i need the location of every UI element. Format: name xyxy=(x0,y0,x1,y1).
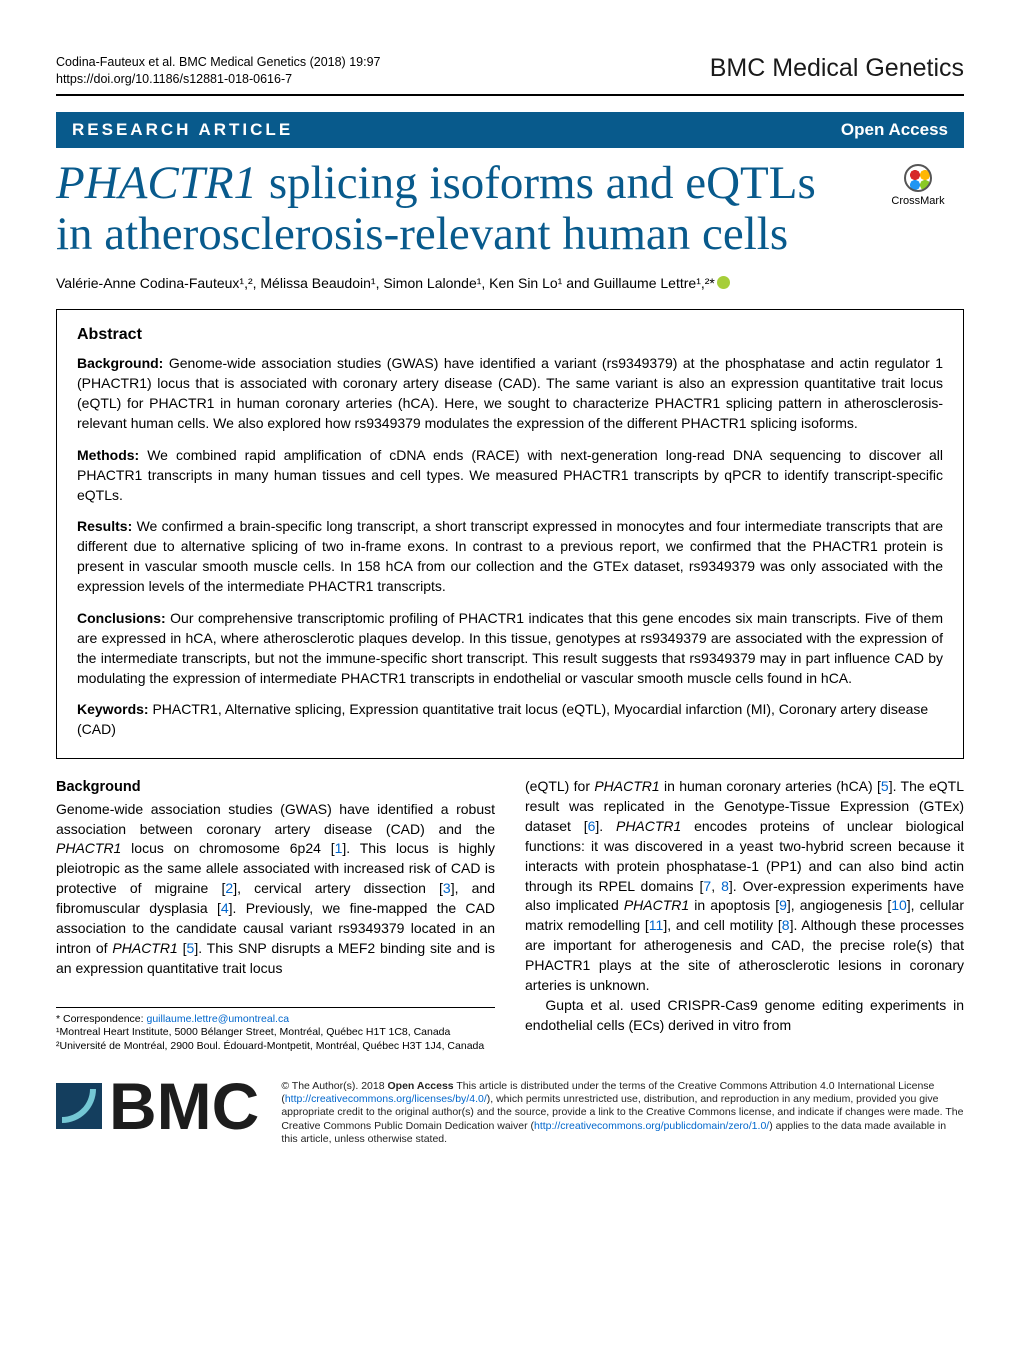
abstract-background-label: Background: xyxy=(77,355,163,371)
abstract-conclusions-label: Conclusions: xyxy=(77,610,166,626)
bmc-logo: BMC xyxy=(56,1080,259,1133)
crossmark-label: CrossMark xyxy=(891,195,944,207)
abstract-conclusions-text: Our comprehensive transcriptomic profili… xyxy=(77,610,943,686)
open-access-label: Open Access xyxy=(841,120,948,140)
running-head: Codina-Fauteux et al. BMC Medical Geneti… xyxy=(56,54,380,71)
background-heading: Background xyxy=(56,777,495,798)
abstract-conclusions: Conclusions: Our comprehensive transcrip… xyxy=(77,609,943,689)
running-head-block: Codina-Fauteux et al. BMC Medical Geneti… xyxy=(56,54,380,88)
article-type-bar: RESEARCH ARTICLE Open Access xyxy=(56,112,964,148)
doi: https://doi.org/10.1186/s12881-018-0616-… xyxy=(56,71,380,88)
journal-brand: BMC Medical Genetics xyxy=(710,54,964,83)
bmc-logo-text: BMC xyxy=(109,1080,259,1133)
column-right: (eQTL) for PHACTR1 in human coronary art… xyxy=(525,777,964,1053)
abstract-results: Results: We confirmed a brain-specific l… xyxy=(77,517,943,597)
correspondence-email[interactable]: guillaume.lettre@umontreal.ca xyxy=(146,1013,289,1025)
keywords-label: Keywords: xyxy=(77,701,149,717)
title-italic-part: PHACTR1 xyxy=(56,157,257,209)
affiliation-1: ¹Montreal Heart Institute, 5000 Bélanger… xyxy=(56,1026,450,1038)
crossmark-badge[interactable]: CrossMark xyxy=(872,164,964,207)
column-left: Background Genome-wide association studi… xyxy=(56,777,495,1053)
abstract-methods-text: We combined rapid amplification of cDNA … xyxy=(77,447,943,503)
header-meta: Codina-Fauteux et al. BMC Medical Geneti… xyxy=(56,54,964,88)
article-type-label: RESEARCH ARTICLE xyxy=(72,120,293,140)
authors-text: Valérie-Anne Codina-Fauteux¹,², Mélissa … xyxy=(56,275,715,291)
abstract-results-label: Results: xyxy=(77,518,132,534)
abstract-methods: Methods: We combined rapid amplification… xyxy=(77,446,943,506)
footer-block: BMC © The Author(s). 2018 Open Access Th… xyxy=(56,1080,964,1147)
abstract-results-text: We confirmed a brain-specific long trans… xyxy=(77,518,943,594)
abstract-keywords: Keywords: PHACTR1, Alternative splicing,… xyxy=(77,700,943,740)
top-rule xyxy=(56,94,964,96)
background-col1-text: Genome-wide association studies (GWAS) h… xyxy=(56,800,495,979)
bmc-arc-icon xyxy=(62,1089,96,1123)
authors-line: Valérie-Anne Codina-Fauteux¹,², Mélissa … xyxy=(56,275,964,291)
abstract-background-text: Genome-wide association studies (GWAS) h… xyxy=(77,355,943,431)
orcid-icon[interactable] xyxy=(717,276,730,289)
abstract-heading: Abstract xyxy=(77,326,943,344)
body-columns: Background Genome-wide association studi… xyxy=(56,777,964,1053)
abstract-background: Background: Genome-wide association stud… xyxy=(77,354,943,434)
bmc-square-icon xyxy=(56,1083,102,1129)
article-title: PHACTR1 splicing isoforms and eQTLs in a… xyxy=(56,158,854,260)
page-root: Codina-Fauteux et al. BMC Medical Geneti… xyxy=(0,0,1020,1187)
crossmark-icon xyxy=(904,164,932,192)
license-text: © The Author(s). 2018 Open Access This a… xyxy=(281,1080,964,1147)
title-row: PHACTR1 splicing isoforms and eQTLs in a… xyxy=(56,158,964,260)
abstract-methods-label: Methods: xyxy=(77,447,139,463)
footnotes: * Correspondence: guillaume.lettre@umont… xyxy=(56,1007,495,1054)
keywords-text: PHACTR1, Alternative splicing, Expressio… xyxy=(77,701,928,737)
background-col2-text: (eQTL) for PHACTR1 in human coronary art… xyxy=(525,777,964,1035)
abstract-box: Abstract Background: Genome-wide associa… xyxy=(56,309,964,759)
correspondence-label: * Correspondence: xyxy=(56,1013,146,1025)
affiliation-2: ²Université de Montréal, 2900 Boul. Édou… xyxy=(56,1040,484,1052)
